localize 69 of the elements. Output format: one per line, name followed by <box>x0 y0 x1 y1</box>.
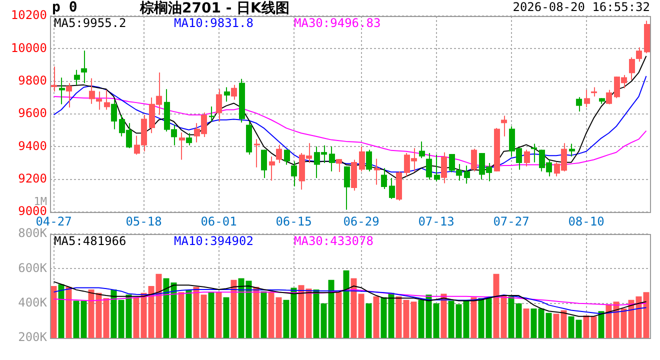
candlestick <box>426 152 432 180</box>
text: MA5:9955.2 <box>54 16 126 30</box>
candlestick <box>104 89 110 110</box>
candlestick <box>636 46 642 62</box>
chart-title: 棕榈油2701 - 日K线图 <box>139 0 290 17</box>
x-tick-label: 07-13 <box>418 214 454 228</box>
candlestick <box>524 149 530 167</box>
candlestick <box>254 138 260 168</box>
x-tick-label: 06-29 <box>343 214 380 228</box>
candlestick <box>576 96 582 112</box>
x-tick-label: 06-15 <box>276 214 312 228</box>
y-tick-label: 800K <box>18 226 48 240</box>
candlestick <box>261 149 267 179</box>
y-tick-label: 400K <box>18 295 48 310</box>
y-tick-label: 600K <box>18 260 48 275</box>
candlestick <box>629 56 635 80</box>
candlestick <box>374 158 380 186</box>
x-tick-label: 05-18 <box>126 214 162 228</box>
candlestick <box>441 152 447 184</box>
candlestick <box>569 143 575 157</box>
candlestick <box>74 69 80 86</box>
candlestick <box>179 132 185 160</box>
candlestick <box>269 156 275 182</box>
text: 2026-08-20 16:55:32 <box>512 0 650 14</box>
candlestick <box>186 132 192 146</box>
y-tick-label: 10200 <box>10 8 47 22</box>
candlestick <box>216 88 222 122</box>
text: MA5:481966 <box>54 234 126 248</box>
candlestick <box>381 168 387 190</box>
y-tick-label: 9800 <box>18 73 47 88</box>
candlestick <box>59 77 65 105</box>
y-tick-label: 9400 <box>18 138 47 153</box>
candlestick <box>336 158 342 172</box>
y-tick-label: 9200 <box>18 171 47 186</box>
text: MA10:394902 <box>174 234 254 248</box>
candlestick <box>584 89 590 108</box>
x-tick-label: 04-27 <box>36 214 72 228</box>
candlestick <box>276 144 282 164</box>
candlestick <box>66 82 72 108</box>
candlestick <box>291 160 297 187</box>
x-tick-label: 08-10 <box>568 214 604 228</box>
text: MA30:9496.83 <box>294 16 381 30</box>
y-tick-label: 200K <box>18 330 48 344</box>
y-tick-label: 10000 <box>10 40 47 55</box>
candlestick <box>344 166 350 210</box>
candlestick <box>591 86 597 98</box>
candlestick <box>389 178 395 200</box>
candlestick <box>471 148 477 172</box>
candlestick <box>464 165 470 184</box>
candlestick <box>111 99 117 130</box>
candlestick <box>501 115 507 137</box>
candlestick <box>231 84 237 100</box>
candlestick <box>359 146 365 172</box>
candlestick <box>366 149 372 172</box>
y-tick-label: 9600 <box>18 106 47 120</box>
candlestick <box>81 50 87 84</box>
x-tick-label: 06-01 <box>200 214 237 228</box>
candlestick <box>531 143 537 163</box>
candlestick <box>51 66 57 92</box>
x-tick-label: 07-27 <box>493 214 530 228</box>
candlestick <box>606 89 612 105</box>
candlestick <box>284 149 290 166</box>
candlestick <box>419 140 425 159</box>
text: p 0 <box>52 0 78 16</box>
candlestick <box>329 146 335 172</box>
candlestick <box>224 86 230 102</box>
candlestick <box>434 154 440 182</box>
text: MA10:9831.8 <box>174 16 254 30</box>
text: MA30:433078 <box>294 234 374 248</box>
